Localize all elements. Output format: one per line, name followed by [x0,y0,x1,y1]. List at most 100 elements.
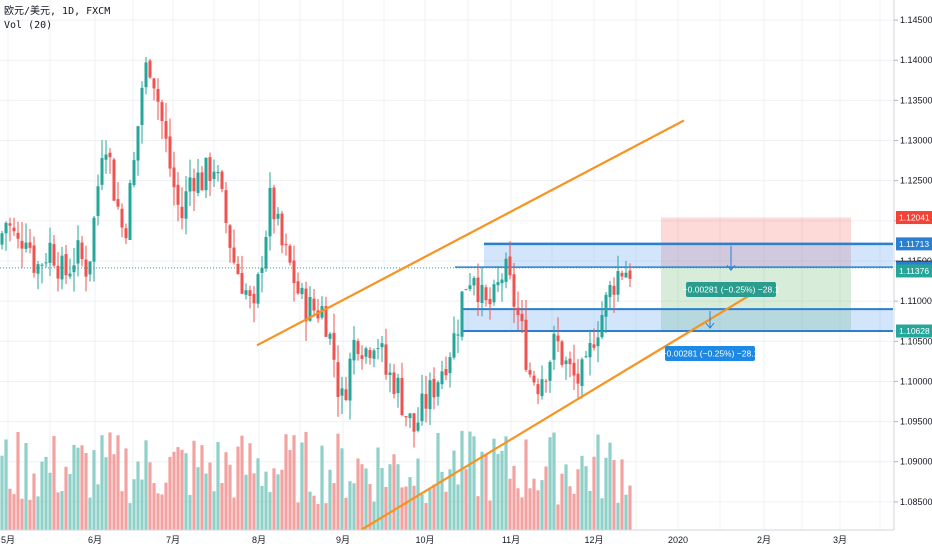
volume-bar [624,494,628,530]
candle-body [512,274,516,307]
candle-body [116,199,120,207]
volume-bar [124,448,128,530]
volume-bar [380,468,384,530]
volume-bar [552,432,556,530]
volume-bar [352,483,356,530]
volume-bar [288,449,292,530]
price-axis[interactable]: 1.14500 1.14000 1.13500 1.13000 1.12500 1.120… [893,0,932,550]
volume-bar [356,458,360,530]
candle-body [412,413,416,432]
drawings-layer[interactable]: −0.00281 (−0.25%) −28.1 −0.00281 (−0.25%)… [256,119,780,531]
volume-bar [528,488,532,530]
volume-bar [412,485,416,530]
candle-body [348,358,352,401]
candle-body [76,240,80,264]
candle-body [260,267,264,274]
candle-body [480,284,484,304]
candle-body [388,372,392,376]
candle-body [236,263,240,275]
candle-body [440,371,444,385]
candle-body [300,287,304,295]
candle-body [424,394,428,409]
candle-body [316,310,320,319]
candle-body [224,190,228,223]
volume-bar [180,449,184,530]
candle-body [264,236,268,269]
volume-bar [164,482,168,530]
candle-body [88,261,92,275]
symbol-title[interactable]: 欧元/美元, 1D, FXCM [4,6,111,17]
candle-body [396,377,400,394]
time-tick-label: 11月 [502,535,520,545]
candle-body [8,223,12,226]
volume-bar [416,458,420,530]
volume-bar [480,451,484,530]
volume-bar [460,430,464,530]
volume-bar [436,432,440,530]
candle-body [288,245,292,263]
candle-body [196,172,200,193]
volume-bar [276,474,280,530]
time-axis[interactable]: 5月 6月 7月 8月 9月 10月 11月 12月 2020 2月 3月 [0,529,894,550]
volume-bar [328,469,332,530]
candle-body [28,242,32,248]
volume-bar [600,498,604,530]
candle-body [608,284,612,298]
candlesticks [0,57,632,448]
candle-body [152,78,156,89]
volume-bar [268,492,272,530]
candle-body [336,362,340,397]
candle-body [72,265,76,273]
volume-bar [4,439,8,530]
volume-bar [400,487,404,530]
volume-bar [192,440,196,530]
volume-bar [620,459,624,530]
price-tick-label: 1.11000 [900,296,932,306]
candle-body [244,290,248,295]
candle-body [220,171,224,189]
volume-bar [536,490,540,530]
volume-bar [592,456,596,530]
volume-bar [616,502,620,530]
volume-bar [540,480,544,530]
price-tick-label: 1.08500 [900,497,932,507]
time-tick-label: 10月 [415,535,434,545]
volume-bar [120,491,124,530]
candle-body [472,277,476,286]
volume-bar [280,469,284,530]
volume-bar [84,453,88,530]
candle-body [292,260,296,284]
candle-body [416,422,420,431]
candle-body [84,259,88,277]
candle-body [496,281,500,286]
candle-body [200,172,204,191]
volume-bar [12,494,16,530]
volume-bar [72,444,76,530]
volume-bar [524,439,528,530]
candle-body [620,272,624,277]
price-tick-label: 1.10000 [900,376,932,386]
candle-body [448,357,452,374]
volume-bar [332,483,336,530]
candle-body [164,121,168,139]
candle-body [144,62,148,88]
volume-bar [216,442,220,530]
volume-bar [408,477,412,530]
zones-layer [0,217,893,333]
candle-body [568,358,572,365]
candle-body [492,284,496,303]
candle-body [536,384,540,395]
volume-bar [396,464,400,530]
volume-bar [500,450,504,530]
candle-body [420,393,424,422]
volume-indicator-title[interactable]: Vol (20) [4,20,53,31]
volume-bar [184,453,188,530]
time-tick-label: 6月 [88,535,102,545]
volume-bar [560,473,564,530]
candle-body [364,348,368,357]
price-tag: 1.11713 [896,237,932,251]
volume-bar [128,503,132,530]
price-tag-bg [896,237,932,251]
